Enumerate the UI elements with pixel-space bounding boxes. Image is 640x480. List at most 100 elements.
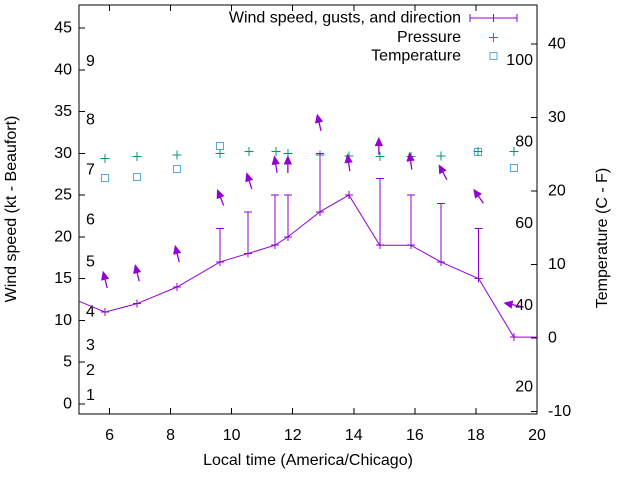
wind-direction-arrow	[133, 264, 142, 282]
x-axis-label: Local time (America/Chicago)	[203, 452, 413, 469]
x-tick-label: 10	[223, 427, 241, 444]
x-tick-label: 16	[406, 427, 424, 444]
wind-direction-arrow	[406, 151, 415, 170]
y-tick-label-right: -10	[548, 403, 571, 420]
wind-point-marker	[436, 257, 445, 266]
legend-layer	[469, 14, 518, 60]
pressure-point	[375, 152, 385, 162]
arrow-head	[473, 188, 482, 199]
arrow-tail	[477, 194, 484, 204]
beaufort-label: 3	[86, 337, 95, 354]
legend-label-temperature: Temperature	[371, 48, 461, 65]
arrow-head	[503, 300, 514, 309]
wind-point-marker	[406, 241, 415, 250]
arrow-tail	[219, 195, 225, 206]
plot-border	[78, 4, 538, 415]
y-tick-label-right: 10	[548, 256, 566, 273]
pressure-point	[244, 147, 254, 157]
arrow-tail	[441, 170, 448, 181]
arrow-tail	[176, 252, 180, 263]
wind-direction-arrow	[473, 188, 484, 204]
arrow-tail	[318, 120, 322, 132]
beaufort-label: 5	[86, 253, 95, 270]
y-tick-label-right: 0	[548, 330, 557, 347]
fahrenheit-label: 60	[515, 215, 533, 232]
arrow-head	[101, 270, 110, 281]
y-tick-label-left: 45	[54, 19, 72, 36]
arrow-head	[173, 244, 182, 255]
wind-point-marker	[315, 207, 324, 216]
y-tick-label-left: 35	[54, 103, 72, 120]
y-tick-label-left: 15	[54, 270, 72, 287]
wind-direction-arrow	[503, 300, 521, 309]
wind-point-marker	[216, 257, 225, 266]
pressure-point	[100, 153, 110, 163]
beaufort-label: 2	[86, 362, 95, 379]
wind-point-marker	[283, 232, 292, 241]
arrow-head	[133, 264, 142, 274]
wind-point-marker	[375, 241, 384, 250]
arrow-head	[374, 136, 384, 147]
arrow-head	[438, 164, 447, 175]
x-tick-label: 6	[105, 427, 114, 444]
wind-direction-arrow	[374, 136, 384, 155]
temperature-point	[100, 173, 109, 182]
arrow-tail	[409, 159, 413, 170]
wind-direction-arrow	[216, 189, 225, 206]
wind-direction-arrow	[245, 172, 254, 190]
arrow-head	[271, 155, 280, 166]
arrow-tail	[248, 179, 253, 190]
pressure-point	[271, 147, 281, 157]
y-axis-label-left: Wind speed (kt - Beaufort)	[3, 116, 20, 303]
wind-direction-arrow	[315, 113, 324, 132]
wind-point-marker	[100, 308, 109, 317]
wind-speed-line	[78, 194, 537, 338]
arrow-tail	[274, 162, 278, 173]
x-tick-label: 14	[345, 427, 363, 444]
y-tick-label-right: 30	[548, 109, 566, 126]
arrow-head	[283, 155, 293, 165]
wind-direction-arrow	[271, 155, 280, 173]
beaufort-label: 7	[86, 162, 95, 179]
temperature-point	[173, 164, 182, 173]
legend-label-wind: Wind speed, gusts, and direction	[229, 10, 461, 27]
wind-point-marker	[509, 333, 518, 342]
x-tick-label: 18	[467, 427, 485, 444]
y-tick-label-left: 20	[54, 228, 72, 245]
y-tick-label-left: 40	[54, 61, 72, 78]
y-tick-label-left: 30	[54, 145, 72, 162]
wind-point-marker	[474, 274, 483, 283]
wind-direction-arrow	[344, 153, 353, 172]
wind-point-marker	[173, 282, 182, 291]
pressure-point	[436, 151, 446, 161]
y-tick-label-left: 25	[54, 187, 72, 204]
arrow-tail	[104, 278, 108, 289]
x-tick-label: 8	[166, 427, 175, 444]
legend-pressure-sample-marker	[489, 33, 498, 42]
wind-point-marker	[271, 241, 280, 250]
beaufort-label: 8	[86, 111, 95, 128]
data-layer	[78, 113, 537, 342]
fahrenheit-label: 40	[515, 297, 533, 314]
beaufort-label: 6	[86, 212, 95, 229]
arrow-tail	[136, 271, 140, 282]
beaufort-label: 4	[86, 304, 95, 321]
temperature-point	[133, 173, 142, 182]
arrow-head	[216, 189, 225, 200]
y-tick-label-left: 10	[54, 312, 72, 329]
x-tick-label: 20	[528, 427, 546, 444]
temperature-point	[509, 164, 518, 173]
pressure-point	[215, 148, 225, 158]
pressure-point	[509, 147, 519, 157]
arrow-head	[245, 172, 254, 183]
fahrenheit-label: 80	[515, 133, 533, 150]
y-tick-label-left: 5	[63, 354, 72, 371]
legend-wind-sample-marker	[489, 14, 498, 22]
wind-point-marker	[133, 299, 142, 308]
arrow-tail	[347, 161, 351, 172]
fahrenheit-label: 20	[515, 379, 533, 396]
legend-temperature-sample-marker	[489, 52, 498, 60]
arrow-head	[315, 113, 324, 124]
